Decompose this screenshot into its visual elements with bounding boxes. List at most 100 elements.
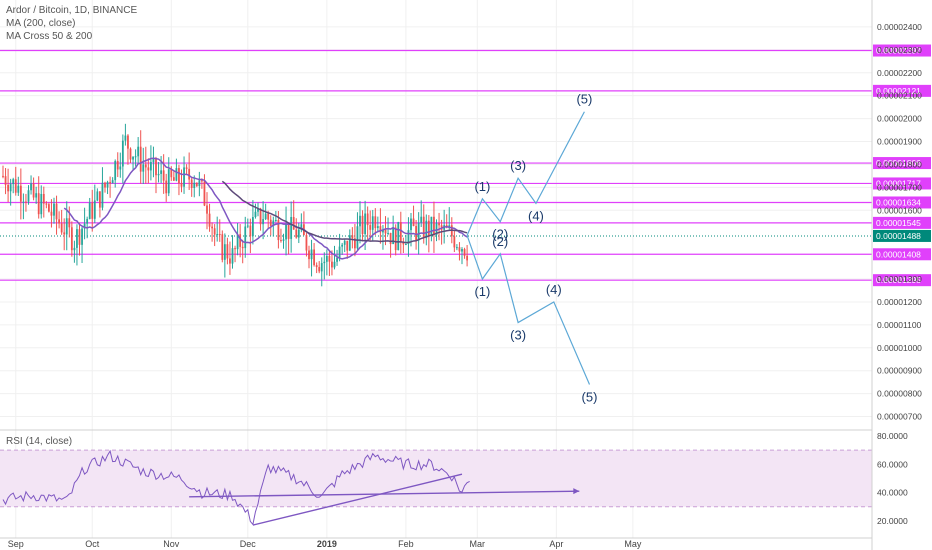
wave-label: (4) bbox=[546, 282, 562, 297]
candle-body bbox=[104, 182, 106, 188]
candle-body bbox=[254, 211, 257, 218]
candle-body bbox=[259, 208, 262, 225]
candle-body bbox=[244, 226, 247, 249]
candle-body bbox=[150, 162, 152, 171]
candle-body bbox=[132, 156, 134, 160]
level-badge bbox=[873, 196, 931, 209]
candle-body bbox=[109, 181, 111, 184]
time-tick-label: Nov bbox=[163, 539, 180, 549]
candle-body bbox=[183, 167, 185, 187]
chart-legend: Ardor / Bitcoin, 1D, BINANCE MA (200, cl… bbox=[6, 4, 137, 43]
candle-body bbox=[134, 156, 137, 158]
candle-body bbox=[86, 218, 89, 224]
candle-body bbox=[346, 240, 349, 251]
rsi-tick-label: 60.0000 bbox=[877, 459, 908, 469]
indicator-ma200[interactable]: MA (200, close) bbox=[6, 18, 76, 29]
indicator-ma-cross[interactable]: MA Cross 50 & 200 bbox=[6, 31, 93, 42]
price-tick-label: 0.00001700 bbox=[877, 182, 922, 192]
candle-body bbox=[361, 215, 364, 235]
rsi-trendline[interactable] bbox=[252, 473, 463, 526]
candle-body bbox=[30, 183, 32, 191]
candle-body bbox=[285, 224, 287, 240]
candle-body bbox=[137, 146, 140, 157]
candle-body bbox=[425, 220, 428, 239]
candle-body bbox=[407, 230, 410, 245]
level-label: 0.00001408 bbox=[876, 249, 921, 259]
wave-label: (3) bbox=[510, 328, 526, 343]
candle-body bbox=[4, 176, 7, 185]
candle-body bbox=[318, 267, 321, 272]
candle-body bbox=[305, 235, 308, 251]
ma-50-line bbox=[63, 157, 468, 260]
candle-body bbox=[152, 158, 155, 163]
time-tick-label: Mar bbox=[470, 539, 486, 549]
candle-body bbox=[234, 248, 236, 250]
price-tick-label: 0.00002300 bbox=[877, 45, 922, 55]
price-grid bbox=[0, 0, 872, 538]
candle-body bbox=[14, 179, 17, 193]
wave-bullish-path[interactable] bbox=[466, 111, 585, 236]
price-tick-label: 0.00001800 bbox=[877, 159, 922, 169]
rsi-legend[interactable]: RSI (14, close) bbox=[6, 436, 73, 447]
candle-body bbox=[121, 140, 124, 167]
candle-body bbox=[376, 226, 379, 229]
candle-body bbox=[461, 249, 463, 252]
candle-body bbox=[193, 182, 196, 188]
rsi-line bbox=[2, 449, 470, 526]
candle-body bbox=[12, 179, 15, 185]
candle-body bbox=[328, 255, 331, 262]
candle-body bbox=[371, 216, 374, 230]
candle-body bbox=[17, 185, 20, 193]
candle-body bbox=[99, 191, 101, 208]
candle-body bbox=[236, 234, 239, 250]
candle-body bbox=[387, 232, 389, 234]
candle-body bbox=[37, 193, 40, 215]
candle-body bbox=[208, 213, 211, 227]
candle-body bbox=[142, 164, 145, 172]
candlestick-series bbox=[2, 123, 468, 287]
candle-body bbox=[127, 135, 129, 149]
candle-body bbox=[65, 218, 68, 235]
wave-bearish-path[interactable] bbox=[466, 235, 591, 385]
elliott-wave-projections: (1) (2) (3) (4) (5) (1) (2) (3) (4) (5) bbox=[466, 92, 598, 404]
candle-body bbox=[216, 234, 219, 236]
price-tick-label: 0.00002200 bbox=[877, 68, 922, 78]
price-tick-label: 0.00000900 bbox=[877, 366, 922, 376]
level-label: 0.00001545 bbox=[876, 218, 921, 228]
candle-body bbox=[185, 167, 188, 169]
price-tick-label: 0.00001600 bbox=[877, 205, 922, 215]
wave-label: (1) bbox=[474, 284, 490, 299]
candle-body bbox=[170, 169, 173, 178]
candle-body bbox=[290, 217, 293, 239]
candle-body bbox=[73, 247, 76, 251]
candle-body bbox=[19, 185, 22, 202]
wave-label: (3) bbox=[510, 158, 526, 173]
candle-body bbox=[453, 236, 456, 248]
candle-body bbox=[81, 228, 83, 245]
candle-body bbox=[389, 232, 392, 245]
candle-body bbox=[188, 168, 191, 180]
candle-body bbox=[374, 216, 377, 229]
candle-body bbox=[274, 219, 277, 221]
candle-body bbox=[295, 229, 298, 238]
candle-body bbox=[147, 167, 150, 171]
rsi-trendline[interactable] bbox=[189, 490, 580, 498]
price-tick-label: 0.00002000 bbox=[877, 114, 922, 124]
candle-body bbox=[308, 250, 310, 260]
candle-body bbox=[369, 225, 372, 230]
level-badge bbox=[873, 177, 931, 190]
candle-body bbox=[40, 193, 43, 215]
candle-body bbox=[384, 229, 387, 234]
candle-body bbox=[354, 238, 356, 249]
rsi-tick-label: 20.0000 bbox=[877, 516, 908, 526]
candle-body bbox=[155, 158, 157, 176]
candle-body bbox=[336, 257, 338, 262]
candle-body bbox=[167, 169, 170, 194]
candle-body bbox=[433, 216, 435, 235]
candle-body bbox=[190, 179, 193, 188]
level-label: 0.00001634 bbox=[876, 197, 921, 207]
price-tick-label: 0.00001000 bbox=[877, 343, 922, 353]
candle-body bbox=[160, 170, 162, 174]
wave-label: (5) bbox=[582, 389, 598, 404]
